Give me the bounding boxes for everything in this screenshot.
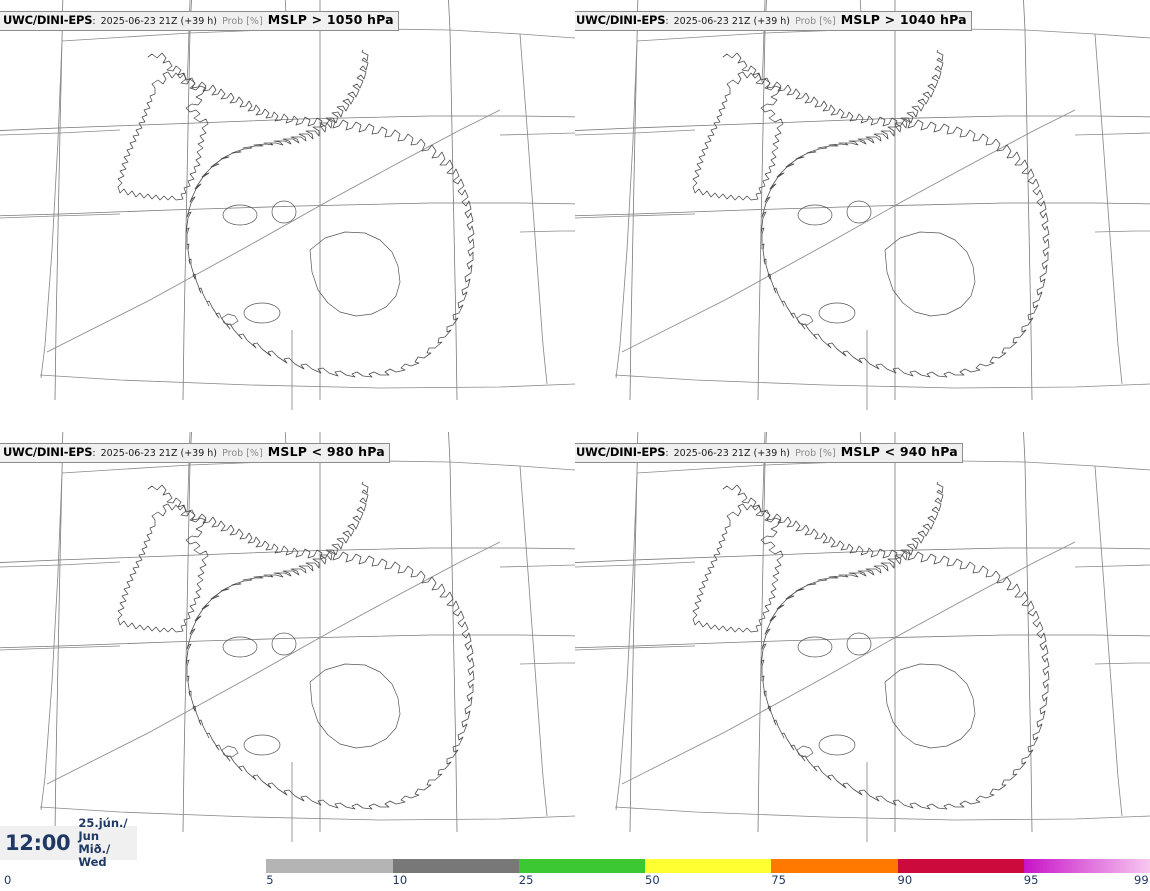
- field-threshold: MSLP < 980 hPa: [267, 444, 385, 459]
- panel-title-top-right: UWC/DINI-EPS: 2025-06-23 21Z (+39 h) Pro…: [575, 11, 972, 31]
- model-name: UWC/DINI-EPS: [576, 445, 666, 459]
- colorbar-tick: 99: [1134, 873, 1149, 887]
- run-info: 2025-06-23 21Z (+39 h): [100, 16, 217, 27]
- forecast-panel-bottom-right[interactable]: UWC/DINI-EPS: 2025-06-23 21Z (+39 h) Pro…: [575, 432, 1150, 847]
- valid-time-hhmm: 12:00: [5, 831, 71, 855]
- colorbar-tick: 25: [518, 873, 534, 887]
- colorbar-tick: 95: [1023, 873, 1039, 887]
- colorbar-band: [1023, 859, 1150, 873]
- valid-time-block: 12:00 25.jún./ Jun Mið./ Wed: [0, 817, 137, 869]
- prob-unit: Prob [%]: [222, 448, 263, 459]
- model-name: UWC/DINI-EPS: [3, 13, 93, 27]
- field-threshold: MSLP < 940 hPa: [840, 444, 958, 459]
- forecast-panel-bottom-left[interactable]: UWC/DINI-EPS: 2025-06-23 21Z (+39 h) Pro…: [0, 432, 575, 847]
- panel-title-top-left: UWC/DINI-EPS: 2025-06-23 21Z (+39 h) Pro…: [0, 11, 399, 31]
- forecast-panel-top-right[interactable]: UWC/DINI-EPS: 2025-06-23 21Z (+39 h) Pro…: [575, 0, 1150, 415]
- model-name: UWC/DINI-EPS: [3, 445, 93, 459]
- colorbar-tick: 5: [266, 873, 274, 887]
- prob-unit: Prob [%]: [222, 16, 263, 27]
- colorbar-tick: 90: [897, 873, 913, 887]
- title-separator: :: [665, 448, 669, 459]
- prob-unit: Prob [%]: [795, 448, 836, 459]
- forecast-panel-top-left[interactable]: UWC/DINI-EPS: 2025-06-23 21Z (+39 h) Pro…: [0, 0, 575, 415]
- legend-bar: 12:00 25.jún./ Jun Mið./ Wed 0 5 10 25 50 75 9…: [0, 817, 1150, 891]
- run-info: 2025-06-23 21Z (+39 h): [673, 16, 790, 27]
- map-canvas-top-left[interactable]: [0, 0, 575, 415]
- colorbar-segments[interactable]: [140, 859, 1150, 873]
- prob-unit: Prob [%]: [795, 16, 836, 27]
- map-canvas-bottom-left[interactable]: [0, 432, 575, 847]
- colorbar-band: [897, 859, 1024, 873]
- run-info: 2025-06-23 21Z (+39 h): [100, 448, 217, 459]
- model-name: UWC/DINI-EPS: [576, 13, 666, 27]
- colorbar-tick: 10: [392, 873, 408, 887]
- colorbar-tick: 75: [771, 873, 786, 887]
- field-threshold: MSLP > 1050 hPa: [267, 12, 394, 27]
- valid-time-date: 25.jún./ Jun Mið./ Wed: [78, 817, 137, 869]
- colorbar-band: [771, 859, 898, 873]
- field-threshold: MSLP > 1040 hPa: [840, 12, 967, 27]
- colorbar-tick-labels: 0 5 10 25 50 75 90 95 99: [0, 873, 1150, 889]
- colorbar-band: [392, 859, 519, 873]
- colorbar-band: [518, 859, 645, 873]
- run-info: 2025-06-23 21Z (+39 h): [673, 448, 790, 459]
- title-separator: :: [665, 16, 669, 27]
- panel-title-bottom-left: UWC/DINI-EPS: 2025-06-23 21Z (+39 h) Pro…: [0, 443, 390, 463]
- valid-date-line1: 25.jún./ Jun: [78, 816, 128, 843]
- valid-date-line2: Mið./ Wed: [78, 842, 111, 869]
- map-canvas-bottom-right[interactable]: [575, 432, 1150, 847]
- panel-title-bottom-right: UWC/DINI-EPS: 2025-06-23 21Z (+39 h) Pro…: [575, 443, 963, 463]
- probability-colorbar[interactable]: [140, 859, 1150, 873]
- colorbar-band: [266, 859, 393, 873]
- forecast-panel-grid: UWC/DINI-EPS: 2025-06-23 21Z (+39 h) Pro…: [0, 0, 1150, 842]
- colorbar-tick: 50: [645, 873, 660, 887]
- title-separator: :: [92, 448, 96, 459]
- title-separator: :: [92, 16, 96, 27]
- map-canvas-top-right[interactable]: [575, 0, 1150, 415]
- colorbar-band: [645, 859, 772, 873]
- colorbar-tick: 0: [4, 873, 12, 887]
